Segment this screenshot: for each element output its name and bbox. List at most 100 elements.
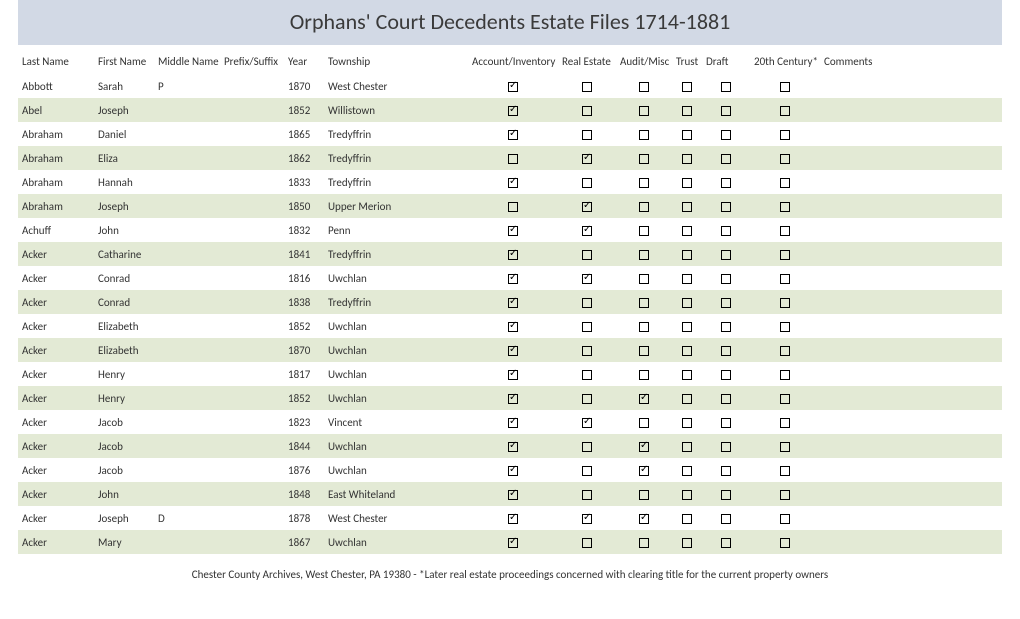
cell-realestate bbox=[558, 98, 616, 122]
realestate-checkbox-icon bbox=[582, 298, 592, 308]
cell-trust bbox=[672, 386, 702, 410]
cell-draft bbox=[702, 410, 750, 434]
cell-first: Jacob bbox=[94, 458, 154, 482]
cell-township: Uwchlan bbox=[324, 434, 468, 458]
cell-draft bbox=[702, 482, 750, 506]
cell-last: Abraham bbox=[18, 170, 94, 194]
cell-century bbox=[750, 290, 820, 314]
table-row: AbelJoseph1852Willistown bbox=[18, 98, 1002, 122]
cell-prefix bbox=[220, 170, 284, 194]
account-checkbox-icon bbox=[508, 154, 518, 164]
account-checkbox-icon bbox=[508, 370, 518, 380]
cell-middle bbox=[154, 98, 220, 122]
cell-year: 1848 bbox=[284, 482, 324, 506]
cell-audit bbox=[616, 506, 672, 530]
draft-checkbox-icon bbox=[721, 394, 731, 404]
realestate-checkbox-icon bbox=[582, 490, 592, 500]
cell-comments bbox=[820, 266, 1002, 290]
cell-century bbox=[750, 338, 820, 362]
cell-comments bbox=[820, 410, 1002, 434]
audit-checkbox-icon bbox=[639, 274, 649, 284]
cell-middle bbox=[154, 290, 220, 314]
cell-last: Acker bbox=[18, 434, 94, 458]
cell-last: Achuff bbox=[18, 218, 94, 242]
cell-middle bbox=[154, 314, 220, 338]
account-checkbox-icon bbox=[508, 106, 518, 116]
cell-first: John bbox=[94, 218, 154, 242]
cell-last: Acker bbox=[18, 362, 94, 386]
cell-audit bbox=[616, 122, 672, 146]
col-year: Year bbox=[284, 53, 324, 74]
audit-checkbox-icon bbox=[639, 322, 649, 332]
cell-prefix bbox=[220, 530, 284, 554]
cell-century bbox=[750, 194, 820, 218]
col-century: 20th Century* bbox=[750, 53, 820, 74]
table-row: AckerHenry1852Uwchlan bbox=[18, 386, 1002, 410]
realestate-checkbox-icon bbox=[582, 154, 592, 164]
century-checkbox-icon bbox=[780, 490, 790, 500]
cell-trust bbox=[672, 362, 702, 386]
century-checkbox-icon bbox=[780, 466, 790, 476]
draft-checkbox-icon bbox=[721, 82, 731, 92]
realestate-checkbox-icon bbox=[582, 82, 592, 92]
cell-middle bbox=[154, 170, 220, 194]
trust-checkbox-icon bbox=[682, 202, 692, 212]
realestate-checkbox-icon bbox=[582, 442, 592, 452]
col-draft: Draft bbox=[702, 53, 750, 74]
table-row: AckerCatharine1841Tredyffrin bbox=[18, 242, 1002, 266]
account-checkbox-icon bbox=[508, 226, 518, 236]
account-checkbox-icon bbox=[508, 298, 518, 308]
cell-middle bbox=[154, 458, 220, 482]
cell-comments bbox=[820, 506, 1002, 530]
cell-year: 1841 bbox=[284, 242, 324, 266]
cell-last: Abraham bbox=[18, 122, 94, 146]
table-row: AchuffJohn1832Penn bbox=[18, 218, 1002, 242]
cell-comments bbox=[820, 434, 1002, 458]
cell-trust bbox=[672, 98, 702, 122]
cell-township: Uwchlan bbox=[324, 362, 468, 386]
cell-middle bbox=[154, 362, 220, 386]
table-row: AckerMary1867Uwchlan bbox=[18, 530, 1002, 554]
cell-middle bbox=[154, 410, 220, 434]
draft-checkbox-icon bbox=[721, 370, 731, 380]
cell-first: Elizabeth bbox=[94, 314, 154, 338]
table-row: AckerJacob1876Uwchlan bbox=[18, 458, 1002, 482]
century-checkbox-icon bbox=[780, 250, 790, 260]
cell-realestate bbox=[558, 458, 616, 482]
cell-last: Acker bbox=[18, 314, 94, 338]
cell-realestate bbox=[558, 530, 616, 554]
cell-audit bbox=[616, 434, 672, 458]
cell-trust bbox=[672, 194, 702, 218]
table-row: AckerElizabeth1870Uwchlan bbox=[18, 338, 1002, 362]
draft-checkbox-icon bbox=[721, 490, 731, 500]
cell-audit bbox=[616, 266, 672, 290]
account-checkbox-icon bbox=[508, 322, 518, 332]
trust-checkbox-icon bbox=[682, 298, 692, 308]
col-account: Account/Inventory bbox=[468, 53, 558, 74]
cell-draft bbox=[702, 434, 750, 458]
cell-township: Uwchlan bbox=[324, 338, 468, 362]
cell-draft bbox=[702, 362, 750, 386]
audit-checkbox-icon bbox=[639, 178, 649, 188]
cell-last: Acker bbox=[18, 482, 94, 506]
cell-century bbox=[750, 122, 820, 146]
century-checkbox-icon bbox=[780, 202, 790, 212]
cell-township: Tredyffrin bbox=[324, 122, 468, 146]
cell-trust bbox=[672, 482, 702, 506]
cell-account bbox=[468, 386, 558, 410]
realestate-checkbox-icon bbox=[582, 130, 592, 140]
cell-century bbox=[750, 146, 820, 170]
table-row: AckerElizabeth1852Uwchlan bbox=[18, 314, 1002, 338]
cell-account bbox=[468, 218, 558, 242]
cell-prefix bbox=[220, 386, 284, 410]
cell-audit bbox=[616, 194, 672, 218]
cell-year: 1838 bbox=[284, 290, 324, 314]
cell-account bbox=[468, 242, 558, 266]
cell-middle bbox=[154, 146, 220, 170]
century-checkbox-icon bbox=[780, 538, 790, 548]
cell-draft bbox=[702, 290, 750, 314]
cell-audit bbox=[616, 530, 672, 554]
realestate-checkbox-icon bbox=[582, 370, 592, 380]
cell-account bbox=[468, 338, 558, 362]
cell-comments bbox=[820, 74, 1002, 98]
